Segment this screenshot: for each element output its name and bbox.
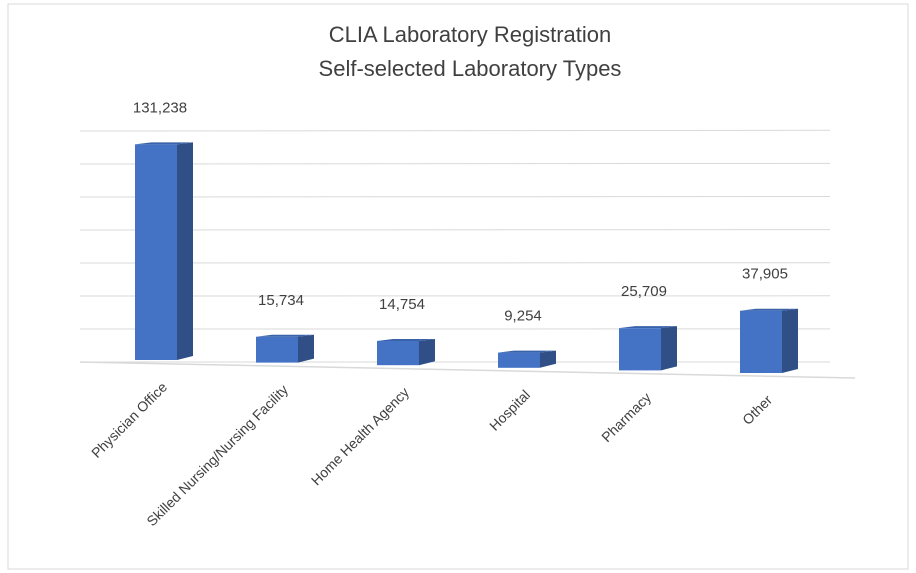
chart-title: CLIA Laboratory Registration: [329, 22, 612, 47]
bar-side: [419, 338, 435, 366]
bar-front: [619, 328, 661, 371]
bar: [135, 142, 193, 360]
floor-line: [79, 361, 856, 379]
bar-front: [135, 144, 177, 360]
bar-top: [256, 334, 314, 337]
bar: [619, 326, 677, 371]
value-label: 37,905: [742, 266, 788, 283]
bar-side: [298, 334, 314, 363]
value-label: 14,754: [379, 296, 425, 313]
value-label: 25,709: [621, 283, 667, 300]
wall-line: [79, 162, 831, 165]
chart-subtitle: Self-selected Laboratory Types: [319, 56, 622, 81]
value-label: 9,254: [504, 308, 542, 325]
bar-top: [498, 350, 556, 353]
value-label: 131,238: [133, 99, 187, 116]
bar: [740, 308, 798, 373]
bar-front: [740, 310, 782, 373]
bar: [377, 338, 435, 366]
bar-top: [740, 308, 798, 311]
bar-front: [377, 340, 419, 366]
bar: [498, 350, 556, 368]
bar: [256, 334, 314, 363]
bar-side: [661, 326, 677, 371]
bar-front: [498, 352, 540, 368]
bar-top: [135, 142, 193, 145]
bar-top: [377, 338, 435, 341]
bar-side: [177, 142, 193, 360]
bar-front: [256, 336, 298, 363]
bar-top: [619, 326, 677, 329]
wall-line: [79, 129, 831, 132]
wall-line: [79, 196, 831, 198]
value-label: 15,734: [258, 292, 304, 309]
bar-side: [782, 308, 798, 373]
bar-side: [540, 350, 556, 368]
